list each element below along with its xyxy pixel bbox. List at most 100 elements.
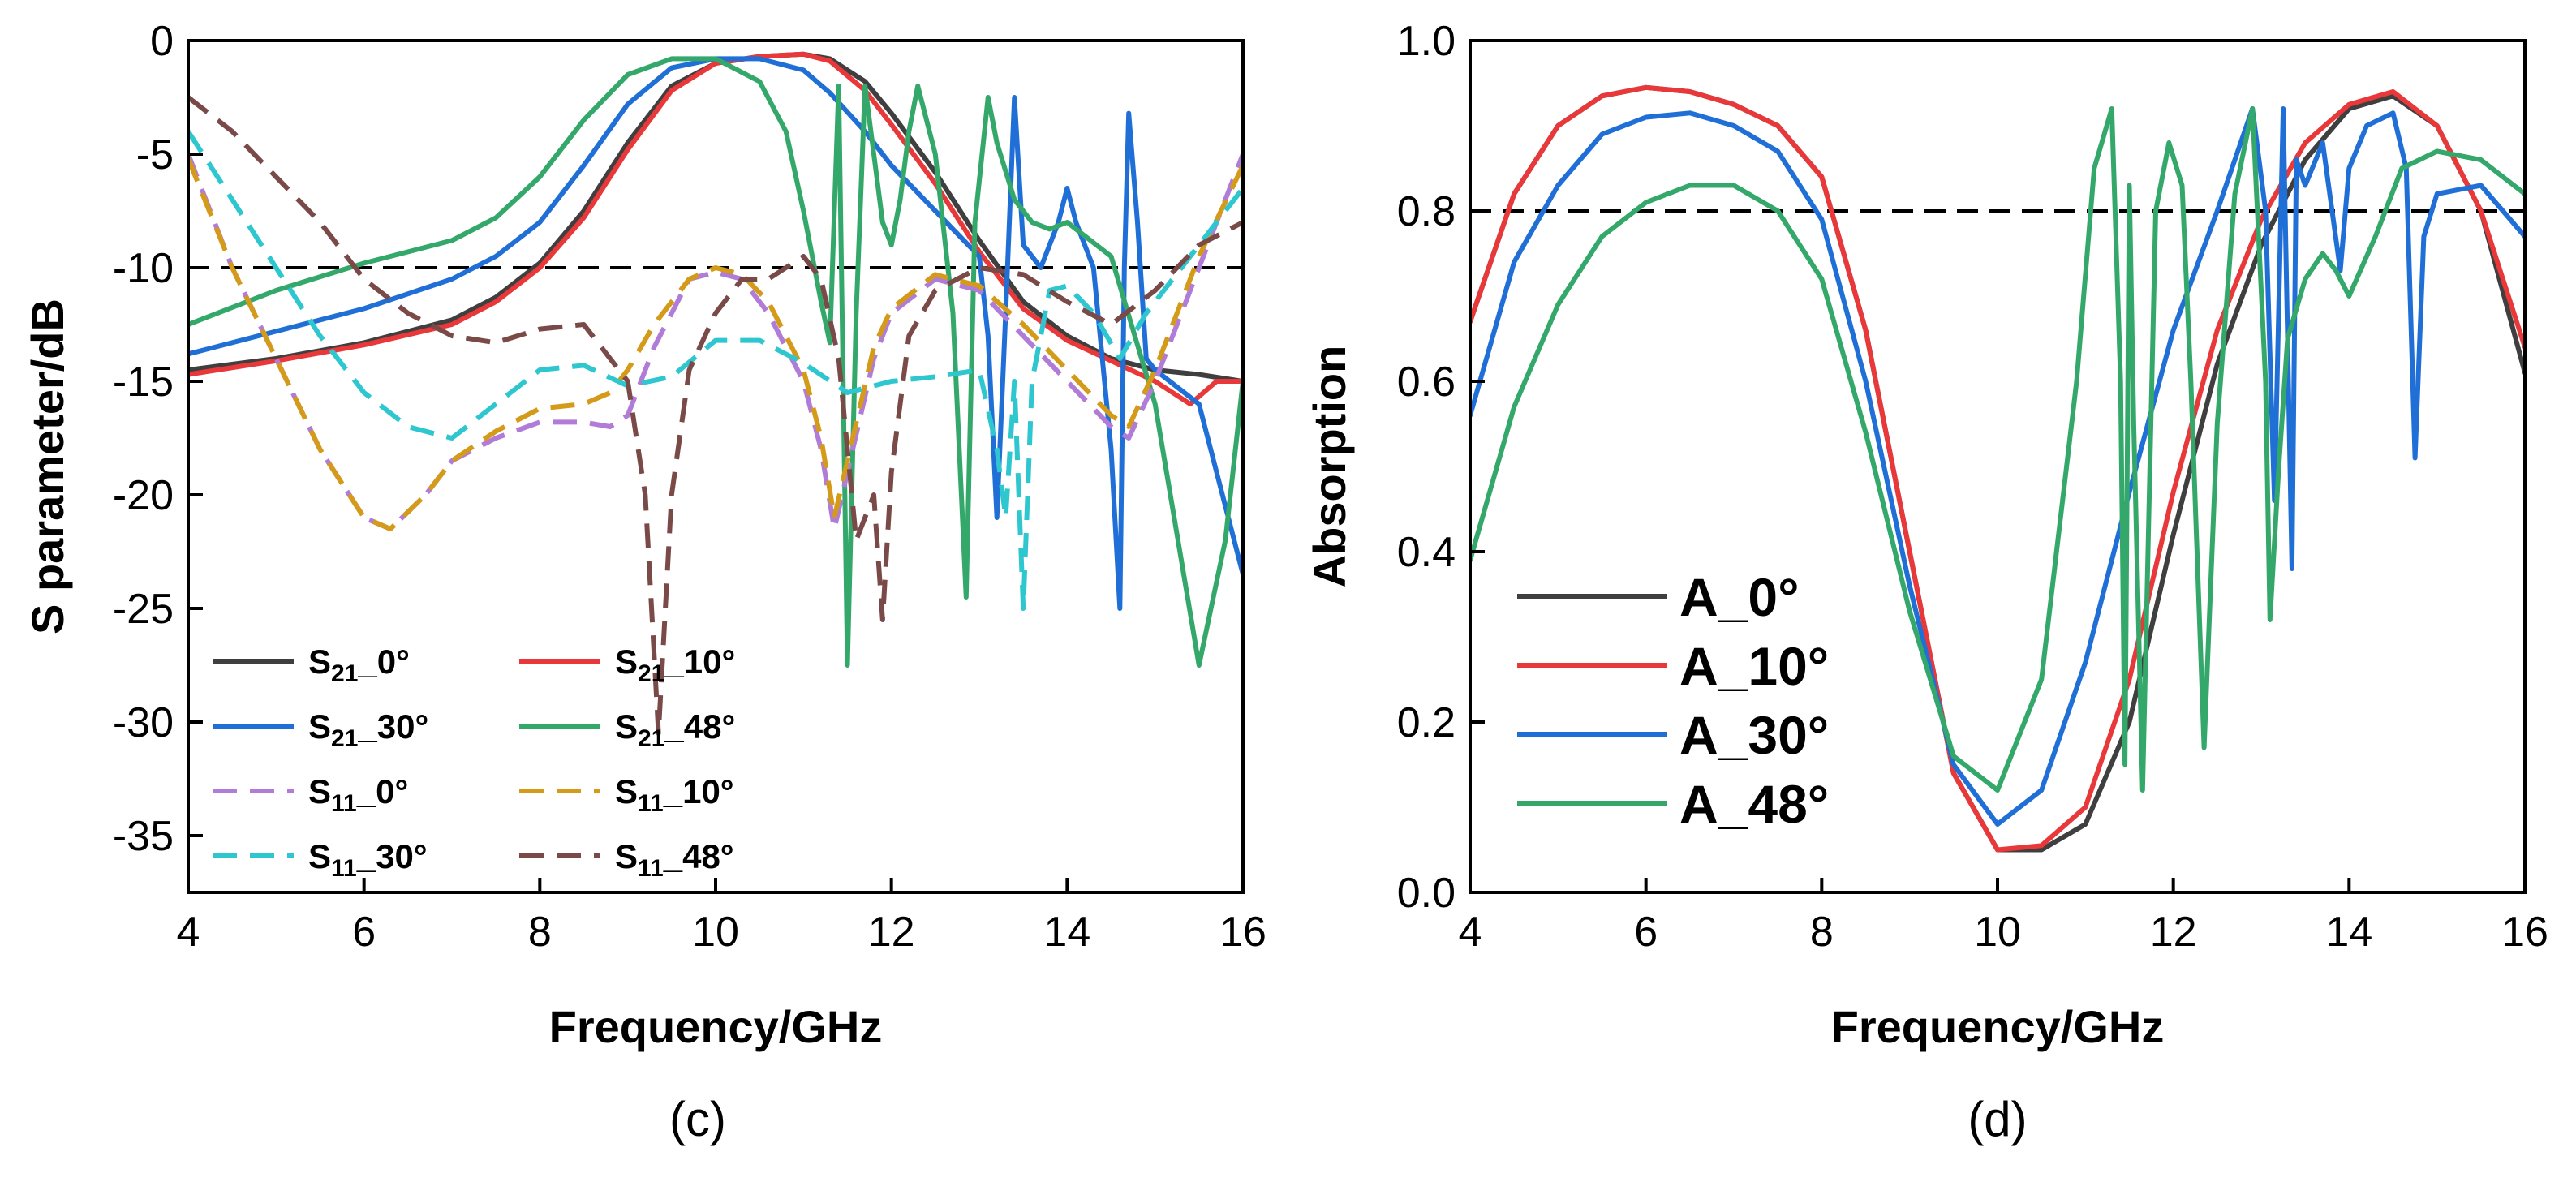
x-tick-label: 4 — [1459, 909, 1482, 956]
y-tick-label: 1.0 — [1397, 18, 1456, 65]
legend-item-s21-48deg: S21_48° — [519, 707, 735, 752]
legend-label-base: S — [615, 837, 638, 875]
plot-frame — [1469, 39, 2527, 894]
legend-item-s11-30deg: S11_30° — [213, 837, 428, 882]
y-tick-label: 0 — [150, 18, 174, 65]
x-tick-label: 10 — [1974, 909, 2021, 956]
x-tick-label: 10 — [692, 909, 739, 956]
legend-label-base: S — [308, 643, 331, 681]
x-axis-ticks: 4 6 8 10 12 14 16 — [1459, 878, 2548, 956]
y-tick-label: 0.4 — [1397, 529, 1456, 576]
x-axis-title: Frequency/GHz — [549, 1001, 883, 1052]
legend-label-subscript: 11 — [638, 855, 664, 882]
s-parameter-series — [188, 51, 1243, 736]
y-tick-label: 0.8 — [1397, 188, 1456, 235]
legend-label-base: S — [308, 772, 331, 810]
legend-item-s21-30deg: S21_30° — [213, 707, 428, 752]
legend: A_0° A_10° A_30° A_48° — [1517, 567, 1829, 834]
legend-item-s11-10deg: S11_10° — [519, 772, 734, 817]
legend-item-a-30deg: A_30° — [1517, 705, 1829, 765]
y-tick-label: -30 — [113, 699, 174, 746]
legend-label: S11_0° — [308, 772, 408, 817]
legend-label-subscript: 11 — [331, 855, 357, 882]
legend-label-subscript: 11 — [638, 790, 664, 817]
y-tick-label: -15 — [113, 359, 174, 406]
panel-label: (c) — [669, 1092, 726, 1146]
x-tick-label: 6 — [1634, 909, 1658, 956]
y-tick-label: -10 — [113, 245, 174, 292]
y-axis-title: S parameter/dB — [22, 299, 73, 634]
legend-label-base: S — [615, 643, 638, 681]
series-s21-0deg — [188, 51, 1243, 384]
series-s11-10deg — [188, 157, 1243, 531]
x-tick-label: 14 — [1043, 909, 1090, 956]
legend-label: S11_10° — [615, 772, 734, 817]
y-tick-label: 0.6 — [1397, 359, 1456, 406]
panel-label: (d) — [1967, 1092, 2027, 1146]
s-parameter-chart: 4 6 8 10 12 14 16 0 -5 -10 -15 -20 -25 -30 -35 Freque… — [22, 18, 1266, 1146]
absorption-series — [1470, 84, 2525, 853]
y-tick-label: -35 — [113, 813, 174, 860]
series-a-30deg — [1470, 106, 2525, 827]
x-tick-label: 14 — [2325, 909, 2372, 956]
legend-item-a-10deg: A_10° — [1517, 636, 1829, 696]
x-tick-label: 16 — [1219, 909, 1266, 956]
legend-label-subscript: 21 — [331, 725, 358, 752]
legend-label: S21_0° — [308, 643, 410, 687]
legend-item-s21-0deg: S21_0° — [213, 643, 410, 687]
legend-label: A_48° — [1679, 774, 1829, 834]
legend-label: S11_48° — [615, 837, 734, 882]
legend-label-suffix: _10° — [663, 772, 734, 810]
series-a-48deg — [1470, 106, 2525, 793]
x-axis-ticks: 4 6 8 10 12 14 16 — [177, 878, 1266, 956]
legend-label-suffix: _0° — [356, 772, 409, 810]
plot-frame — [187, 39, 1245, 894]
legend-label: A_10° — [1679, 636, 1829, 696]
y-axis-ticks: 0.0 0.2 0.4 0.6 0.8 1.0 — [1397, 18, 1485, 917]
legend-item-s11-48deg: S11_48° — [519, 837, 734, 882]
legend-label: S11_30° — [308, 837, 428, 882]
y-tick-label: -20 — [113, 472, 174, 519]
legend-label-suffix: _10° — [664, 643, 735, 681]
legend-item-s11-0deg: S11_0° — [213, 772, 408, 817]
legend-item-s21-10deg: S21_10° — [519, 643, 735, 687]
legend-label: S21_48° — [615, 707, 735, 752]
series-s11-48deg — [188, 95, 1243, 736]
legend-label-subscript: 11 — [331, 790, 357, 817]
x-tick-label: 12 — [868, 909, 915, 956]
legend-label-suffix: _48° — [663, 837, 734, 875]
x-tick-label: 4 — [177, 909, 200, 956]
legend-label: S21_30° — [308, 707, 428, 752]
y-axis-title: Absorption — [1304, 346, 1355, 588]
y-tick-label: 0.0 — [1397, 870, 1456, 917]
legend-label-subscript: 21 — [638, 660, 664, 687]
legend-item-a-0deg: A_0° — [1517, 567, 1799, 627]
legend-label: A_30° — [1679, 705, 1829, 765]
legend-label-suffix: _30° — [357, 707, 428, 746]
absorption-chart: 4 6 8 10 12 14 16 0.0 0.2 0.4 0.6 0.8 1.0 Frequency… — [1304, 18, 2548, 1146]
legend-label: A_0° — [1679, 567, 1799, 627]
x-tick-label: 8 — [528, 909, 552, 956]
y-tick-label: 0.2 — [1397, 699, 1456, 746]
legend-label-base: S — [308, 707, 331, 746]
legend-label-suffix: _48° — [664, 707, 735, 746]
x-axis-title: Frequency/GHz — [1831, 1001, 2165, 1052]
legend-label-subscript: 21 — [331, 660, 358, 687]
x-tick-label: 8 — [1810, 909, 1834, 956]
legend-label-base: S — [615, 772, 638, 810]
legend-label-suffix: _30° — [356, 837, 428, 875]
legend-label-subscript: 21 — [638, 725, 664, 752]
legend-item-a-48deg: A_48° — [1517, 774, 1829, 834]
x-tick-label: 16 — [2501, 909, 2548, 956]
legend-label-base: S — [615, 707, 638, 746]
x-tick-label: 6 — [352, 909, 376, 956]
x-tick-label: 12 — [2150, 909, 2197, 956]
series-s11-30deg — [188, 130, 1243, 611]
legend-label-base: S — [308, 837, 331, 875]
legend-label: S21_10° — [615, 643, 735, 687]
series-s21-48deg — [188, 56, 1243, 668]
series-s21-30deg — [188, 56, 1243, 611]
legend-label-suffix: _0° — [357, 643, 410, 681]
legend: S21_0° S21_10°S21_30° S21_48°S11_0° S11_10°… — [213, 643, 735, 882]
